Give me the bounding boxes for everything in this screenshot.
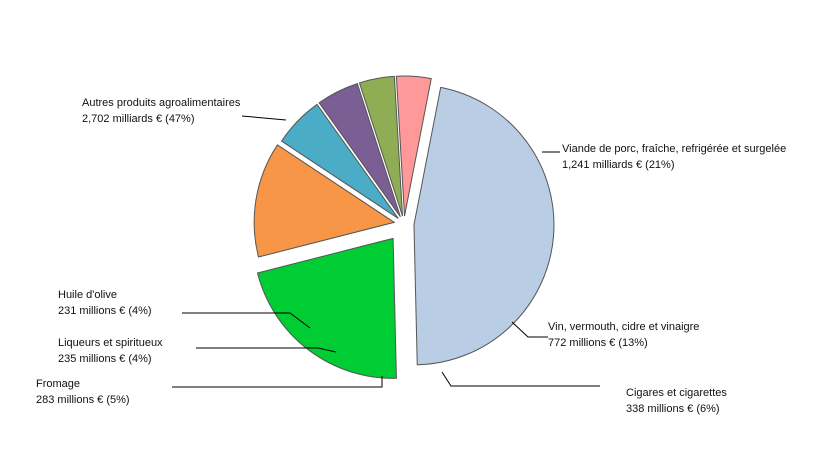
pie-slice bbox=[256, 237, 397, 379]
slice-label-value: 283 millions € (5%) bbox=[36, 394, 130, 406]
slices-layer bbox=[253, 75, 555, 379]
slice-label-name: Huile d'olive bbox=[58, 289, 117, 301]
slice-label-value: 338 millions € (6%) bbox=[626, 403, 720, 415]
slice-label-name: Liqueurs et spiritueux bbox=[58, 337, 163, 349]
leader-line bbox=[241, 115, 287, 121]
slice-label-name: Cigares et cigarettes bbox=[626, 387, 727, 399]
leader-line bbox=[196, 347, 337, 353]
slice-label-value: 231 millions € (4%) bbox=[58, 305, 152, 317]
leader-line bbox=[172, 376, 383, 388]
leader-line bbox=[511, 321, 548, 338]
slice-label-value: 2,702 milliards € (47%) bbox=[82, 113, 195, 125]
pie-slice bbox=[395, 75, 432, 217]
pie-slice bbox=[253, 144, 396, 258]
leader-line bbox=[441, 371, 600, 387]
pie-slice bbox=[318, 83, 401, 218]
leader-line bbox=[182, 312, 311, 329]
slice-label-name: Autres produits agroalimentaires bbox=[82, 97, 241, 109]
slice-label-name: Viande de porc, fraîche, refrigérée et s… bbox=[562, 143, 786, 155]
slice-label-value: 1,241 milliards € (21%) bbox=[562, 159, 675, 171]
slice-label-value: 235 millions € (4%) bbox=[58, 353, 152, 365]
pie-slice bbox=[280, 103, 399, 219]
slice-label-name: Fromage bbox=[36, 378, 80, 390]
pie-slice bbox=[358, 75, 404, 217]
leader-lines-layer bbox=[172, 115, 600, 388]
slice-label-value: 772 millions € (13%) bbox=[548, 337, 648, 349]
pie-slice bbox=[413, 86, 555, 366]
labels-layer: Autres produits agroalimentaires 2,702 mi… bbox=[36, 97, 786, 415]
slice-label-name: Vin, vermouth, cidre et vinaigre bbox=[548, 321, 699, 333]
